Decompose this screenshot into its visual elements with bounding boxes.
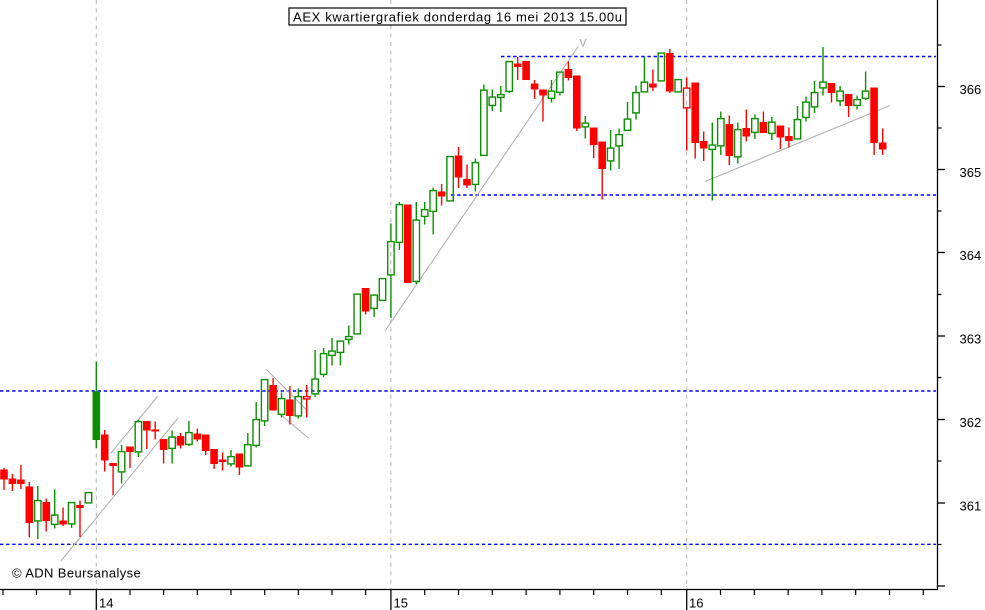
svg-text:365: 365: [960, 165, 982, 180]
svg-text:14: 14: [99, 596, 113, 610]
svg-text:366: 366: [960, 82, 982, 97]
svg-text:© ADN Beursanalyse: © ADN Beursanalyse: [12, 566, 141, 581]
svg-text:AEX kwartiergrafiek donderdag: AEX kwartiergrafiek donderdag 16 mei 201…: [293, 10, 622, 25]
svg-text:v: v: [580, 34, 587, 50]
svg-text:16: 16: [689, 596, 703, 610]
svg-text:361: 361: [960, 498, 982, 513]
svg-text:362: 362: [960, 415, 982, 430]
svg-text:364: 364: [960, 248, 982, 263]
svg-text:15: 15: [394, 596, 408, 610]
svg-text:363: 363: [960, 331, 982, 346]
